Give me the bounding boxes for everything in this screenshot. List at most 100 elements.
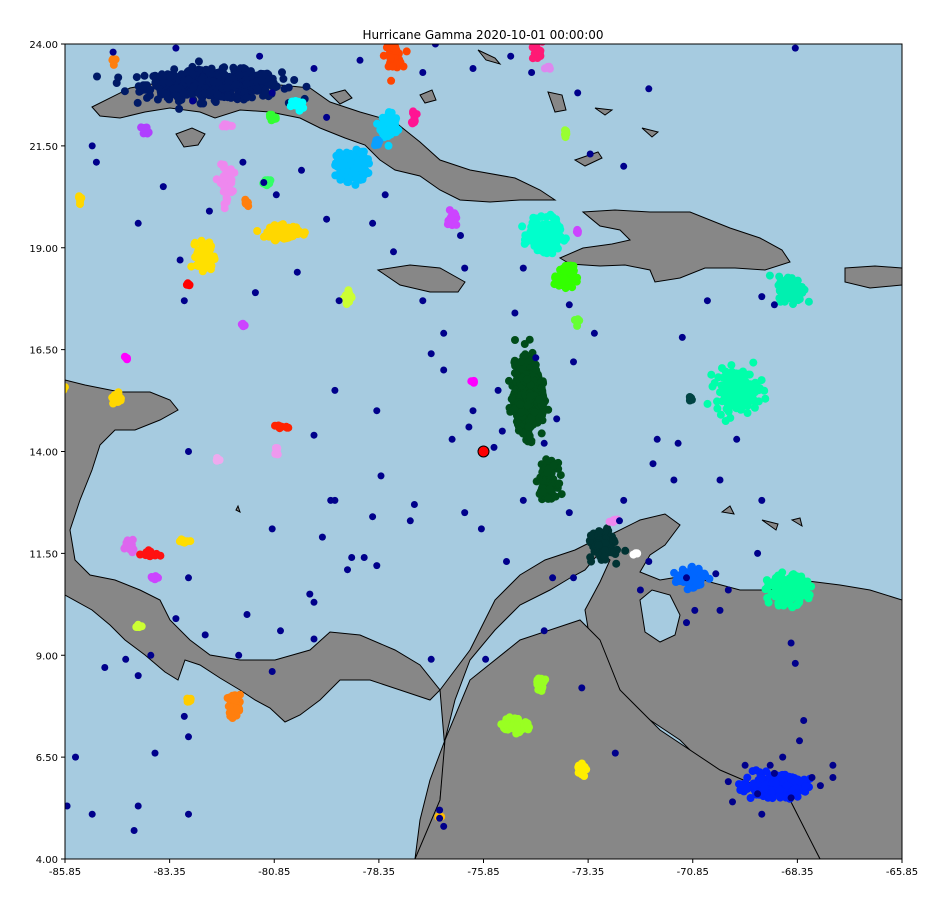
cluster-point [771,779,780,788]
hurricane-center-marker [477,445,490,458]
cluster-point [707,370,716,379]
cluster-point [211,98,220,106]
cluster-point [499,720,508,729]
cluster-point [542,213,551,222]
cluster-37 [505,335,553,447]
cluster-point [716,410,725,419]
land-cuba [91,79,557,203]
scatter-point [586,150,594,158]
cluster-38 [532,455,566,504]
cluster-point [212,456,221,465]
cluster-point [120,352,129,361]
cluster-2 [108,55,120,69]
cluster-point [718,364,726,373]
scatter-point [716,606,724,614]
cluster-point [201,257,210,266]
cluster-16 [241,195,253,211]
scatter-point [88,810,96,818]
scatter-point [256,52,264,60]
cluster-point [555,223,564,231]
cluster-point [587,557,596,566]
land-jamaica [376,264,466,293]
cluster-point [114,73,123,82]
scatter-point [185,810,192,818]
cluster-point [549,461,558,470]
cluster-point [803,577,812,586]
cluster-point [376,125,385,134]
cluster-4 [540,62,554,73]
cluster-point [389,44,397,50]
cluster-point [235,71,244,79]
y-tick-label: 16.50 [29,346,58,357]
scatter-point [482,655,490,663]
cluster-point [771,573,780,582]
cluster-point [389,118,398,127]
scatter-point [670,476,678,484]
y-tick-label: 6.50 [36,753,58,764]
cluster-point [194,57,203,66]
scatter-point [205,207,213,215]
scatter-point [528,69,536,76]
cluster-point [518,222,527,231]
cluster-point [703,399,712,408]
scatter-point [348,554,356,561]
cluster-point [220,199,229,208]
cluster-point [792,588,801,597]
scatter-point [758,810,766,818]
cluster-point [177,70,186,79]
scatter-point [260,179,268,186]
cluster-point [444,216,453,225]
y-tick-label: 9.00 [36,651,58,662]
cluster-point [523,721,531,730]
cluster-point [200,264,209,273]
cluster-point [388,62,397,71]
cluster-point [221,165,230,173]
scatter-point [540,627,548,635]
cluster-point [530,231,539,239]
cluster-point [520,239,529,248]
cluster-point [279,74,288,83]
cluster-point [551,235,560,243]
cluster-point [507,395,516,404]
cluster-point [541,241,550,250]
y-tick-label: 11.50 [29,549,58,560]
cluster-point [284,83,293,92]
cluster-point [530,408,539,417]
cluster-point [146,85,155,94]
cluster-point [768,794,777,803]
cluster-point [594,541,603,549]
scatter-point [498,427,506,435]
scatter-point [791,44,799,52]
cluster-point [731,401,740,410]
cluster-18 [253,220,309,245]
cluster-point [120,87,129,96]
cluster-point [745,370,754,379]
cluster-point [409,109,417,118]
scatter-point [293,268,301,276]
cluster-point [269,79,278,87]
cluster-point [336,175,345,184]
scatter-point [176,256,184,264]
scatter-point [465,423,473,431]
cluster-point [568,283,577,292]
cluster-point [273,444,282,453]
cluster-point [183,696,192,705]
x-tick-label: -65.85 [886,867,918,878]
cluster-point [526,392,535,401]
scatter-point [344,566,351,574]
cluster-point [516,400,525,409]
cluster-point [469,376,478,385]
land-bahamas-andros [329,89,353,105]
scatter-point [369,219,377,227]
scatter-point [151,749,159,757]
cluster-point [202,242,211,251]
cluster-14 [75,192,86,209]
cluster-22 [550,261,582,293]
cluster-point [206,265,215,274]
scatter-point [272,191,280,199]
cluster-12 [560,126,571,142]
land-puerto-rico [844,265,902,289]
cluster-point [387,108,396,117]
scatter-point [381,191,389,199]
cluster-point [333,153,342,162]
